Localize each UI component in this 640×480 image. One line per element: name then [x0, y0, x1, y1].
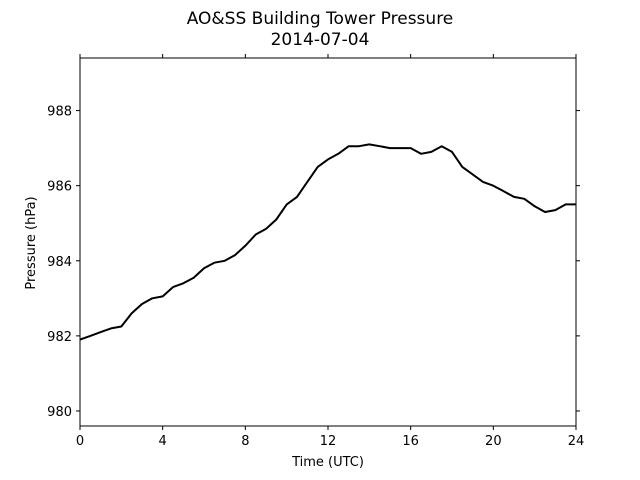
y-tick-label: 986	[47, 180, 72, 195]
x-axis-label: Time (UTC)	[291, 455, 364, 470]
x-tick-label: 20	[485, 434, 502, 449]
x-tick-label: 16	[402, 434, 419, 449]
y-tick-label: 988	[47, 105, 72, 120]
x-tick-label: 4	[159, 434, 167, 449]
chart-title: AO&SS Building Tower Pressure	[187, 9, 454, 29]
x-tick-label: 8	[241, 434, 249, 449]
pressure-series-line	[79, 143, 576, 341]
y-axis-label: Pressure (hPa)	[24, 196, 39, 289]
x-tick-label: 12	[320, 434, 337, 449]
x-tick-label: 0	[76, 434, 84, 449]
x-tick-label: 24	[568, 434, 585, 449]
y-tick-label: 984	[47, 255, 72, 270]
y-tick-label: 980	[47, 405, 72, 420]
chart-subtitle: 2014-07-04	[271, 30, 370, 50]
plot-area: 0 4 8 12 16 20 24 980 982 984 986 988	[47, 54, 584, 449]
y-tick-label: 982	[47, 330, 72, 345]
